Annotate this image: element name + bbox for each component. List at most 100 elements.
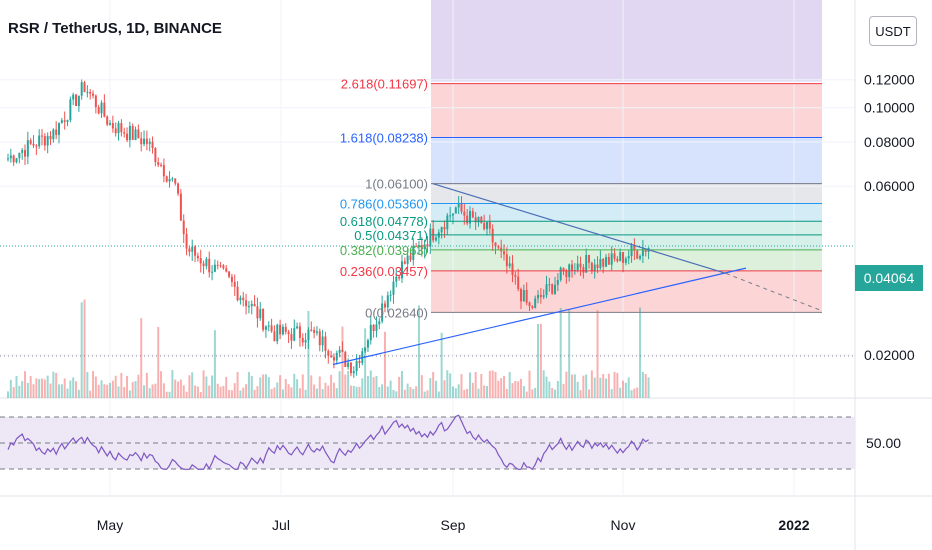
candle-body[interactable]: [460, 202, 463, 212]
candle-body[interactable]: [633, 246, 636, 251]
candle-body[interactable]: [208, 258, 211, 273]
candle-body[interactable]: [434, 237, 437, 241]
candle-body[interactable]: [296, 326, 299, 329]
candle-body[interactable]: [383, 303, 386, 308]
candle-body[interactable]: [52, 129, 55, 140]
candle-body[interactable]: [103, 102, 106, 117]
candle-body[interactable]: [539, 294, 542, 298]
candle-body[interactable]: [386, 295, 389, 308]
candle-body[interactable]: [287, 331, 290, 335]
candle-body[interactable]: [610, 253, 613, 265]
candle-body[interactable]: [389, 294, 392, 296]
candle-body[interactable]: [259, 309, 262, 319]
candle-body[interactable]: [247, 306, 250, 308]
candle-body[interactable]: [619, 252, 622, 262]
candle-body[interactable]: [188, 248, 191, 252]
candle-body[interactable]: [542, 295, 545, 298]
candle-body[interactable]: [463, 211, 466, 216]
candle-body[interactable]: [616, 258, 619, 262]
candle-body[interactable]: [120, 123, 123, 133]
candle-body[interactable]: [58, 123, 61, 135]
candle-body[interactable]: [429, 228, 432, 247]
candle-body[interactable]: [590, 262, 593, 272]
candle-body[interactable]: [298, 326, 301, 338]
candle-body[interactable]: [233, 282, 236, 287]
candle-body[interactable]: [468, 211, 471, 224]
candle-body[interactable]: [315, 331, 318, 333]
candle-body[interactable]: [262, 309, 265, 330]
candle-body[interactable]: [199, 258, 202, 264]
candle-body[interactable]: [32, 143, 35, 146]
candle-body[interactable]: [222, 265, 225, 269]
candle-body[interactable]: [24, 150, 27, 157]
candle-body[interactable]: [134, 129, 137, 140]
candle-body[interactable]: [528, 302, 531, 307]
candle-body[interactable]: [80, 82, 83, 96]
candle-body[interactable]: [109, 123, 112, 125]
time-axis[interactable]: May Jul Sep Nov 2022: [97, 517, 810, 533]
candle-body[interactable]: [228, 271, 231, 277]
candle-body[interactable]: [279, 324, 282, 335]
candle-body[interactable]: [100, 102, 103, 114]
candle-body[interactable]: [185, 234, 188, 249]
candle-body[interactable]: [355, 361, 358, 372]
candle-body[interactable]: [145, 138, 148, 144]
candle-body[interactable]: [26, 140, 29, 157]
candle-body[interactable]: [551, 284, 554, 294]
candle-body[interactable]: [559, 267, 562, 281]
candle-body[interactable]: [571, 264, 574, 271]
candle-body[interactable]: [165, 176, 168, 182]
candle-body[interactable]: [106, 116, 109, 125]
candle-body[interactable]: [531, 306, 534, 308]
candle-body[interactable]: [89, 91, 92, 94]
candle-body[interactable]: [378, 321, 381, 325]
candle-body[interactable]: [46, 135, 49, 146]
candle-body[interactable]: [347, 362, 350, 367]
candle-body[interactable]: [602, 259, 605, 267]
candle-body[interactable]: [216, 264, 219, 266]
candle-body[interactable]: [273, 331, 276, 342]
candle-body[interactable]: [35, 145, 38, 147]
candle-body[interactable]: [171, 178, 174, 180]
candle-body[interactable]: [256, 306, 259, 319]
candle-body[interactable]: [60, 120, 63, 124]
candle-body[interactable]: [43, 136, 46, 146]
candle-body[interactable]: [483, 223, 486, 230]
candle-body[interactable]: [417, 245, 420, 247]
candle-body[interactable]: [97, 107, 100, 114]
candle-body[interactable]: [344, 351, 347, 367]
candle-body[interactable]: [511, 263, 514, 276]
candle-body[interactable]: [293, 328, 296, 341]
candle-body[interactable]: [588, 255, 591, 263]
candle-body[interactable]: [585, 255, 588, 273]
candle-body[interactable]: [636, 250, 639, 259]
candle-body[interactable]: [426, 244, 429, 247]
candle-body[interactable]: [318, 331, 321, 346]
candle-body[interactable]: [369, 324, 372, 341]
candle-body[interactable]: [545, 284, 548, 296]
candle-body[interactable]: [117, 123, 120, 134]
candle-body[interactable]: [505, 254, 508, 267]
candle-body[interactable]: [114, 128, 117, 134]
candle-body[interactable]: [364, 347, 367, 352]
fib-levels[interactable]: 2.618(0.11697) 1.618(0.08238) 1(0.06100) 0.…: [340, 77, 822, 321]
candle-body[interactable]: [154, 148, 157, 163]
candle-body[interactable]: [497, 246, 500, 248]
candle-body[interactable]: [194, 246, 197, 256]
candle-body[interactable]: [236, 286, 239, 301]
price-axis[interactable]: 0.12000 0.10000 0.08000 0.06000 0.02000 50.00: [864, 72, 915, 451]
candle-body[interactable]: [94, 95, 97, 108]
candle-body[interactable]: [264, 326, 267, 330]
candle-body[interactable]: [474, 217, 477, 223]
candle-body[interactable]: [225, 268, 228, 272]
candle-body[interactable]: [219, 265, 222, 267]
candle-body[interactable]: [627, 256, 630, 259]
candle-body[interactable]: [21, 150, 24, 153]
candle-body[interactable]: [83, 82, 86, 93]
candle-body[interactable]: [443, 227, 446, 230]
candle-body[interactable]: [151, 141, 154, 149]
candle-body[interactable]: [335, 352, 338, 361]
candle-body[interactable]: [398, 276, 401, 279]
candle-body[interactable]: [284, 326, 287, 332]
